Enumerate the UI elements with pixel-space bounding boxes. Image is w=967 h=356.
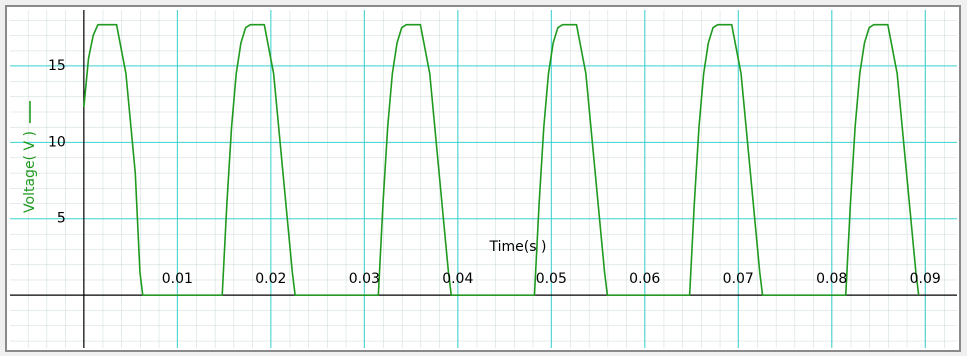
series-line	[83, 23, 920, 296]
legend-label: Voltage( V )	[22, 131, 38, 213]
x-tick-label: 0.04	[442, 271, 473, 287]
x-tick-label: 0.02	[255, 271, 286, 287]
y-tick-label: 5	[57, 211, 66, 227]
y-tick-label: 10	[48, 134, 66, 150]
x-tick-label: 0.06	[629, 271, 660, 287]
x-tick-label: 0.05	[536, 271, 567, 287]
minor-grid	[10, 10, 957, 348]
series-layer	[83, 23, 920, 296]
x-tick-label: 0.08	[816, 271, 847, 287]
x-tick-label: 0.09	[910, 271, 941, 287]
x-axis-title: Time(s )	[489, 239, 547, 255]
grid-layer	[10, 10, 957, 348]
x-tick-label: 0.01	[162, 271, 193, 287]
x-tick-label: 0.03	[349, 271, 380, 287]
y-tick-label: 15	[48, 58, 66, 74]
label-layer: Time(s ) Voltage( V ) 0.01 0.02 0.03 0.04 0.…	[22, 58, 941, 287]
x-tick-label: 0.07	[723, 271, 754, 287]
